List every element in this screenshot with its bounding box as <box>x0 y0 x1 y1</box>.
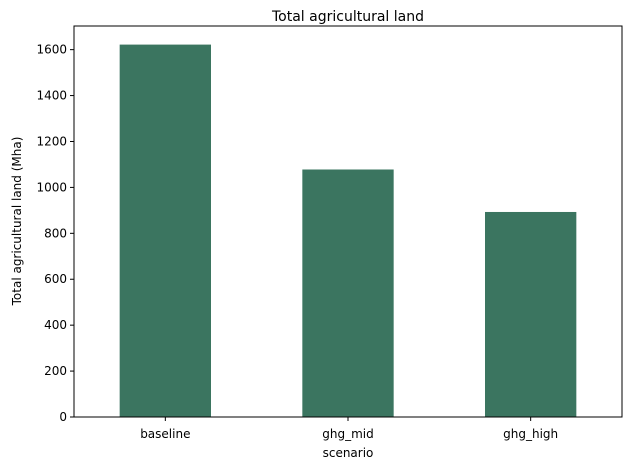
x-tick-label-ghg_mid: ghg_mid <box>322 427 373 441</box>
y-tick-label-800: 800 <box>44 226 67 240</box>
chart-title: Total agricultural land <box>271 9 424 25</box>
plot-frame <box>73 25 623 418</box>
x-tick-label-baseline: baseline <box>140 427 190 441</box>
bar-ghg_high <box>485 211 577 417</box>
bar-ghg_mid <box>302 169 394 417</box>
bars-group <box>119 44 577 418</box>
y-tick-label-400: 400 <box>44 318 67 332</box>
y-tick-label-1000: 1000 <box>36 180 67 194</box>
y-tick-label-1600: 1600 <box>36 43 67 57</box>
y-tick-label-600: 600 <box>44 272 67 286</box>
y-axis: 0 200 400 600 800 1000 1200 1400 1600 <box>36 43 74 424</box>
y-tick-label-200: 200 <box>44 364 67 378</box>
y-tick-label-0: 0 <box>59 410 67 424</box>
y-tick-label-1200: 1200 <box>36 134 67 148</box>
x-axis-label: scenario <box>323 446 374 460</box>
x-axis: baseline ghg_mid ghg_high <box>140 417 558 441</box>
bar-baseline <box>119 44 211 418</box>
y-tick-label-1400: 1400 <box>36 89 67 103</box>
y-axis-label: Total agricultural land (Mha) <box>10 137 24 307</box>
x-tick-label-ghg_high: ghg_high <box>503 427 558 441</box>
